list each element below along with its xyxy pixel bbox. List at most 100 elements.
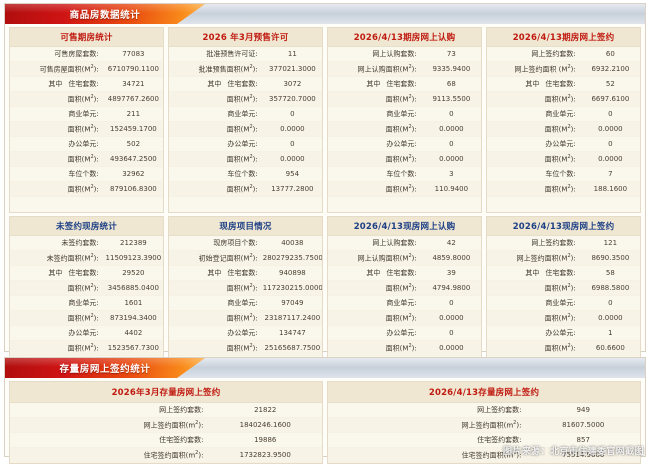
stat-label: 批准预售面积(M2): xyxy=(198,63,258,74)
stat-value: 0 xyxy=(608,140,613,148)
stat-label: 面积(M2): xyxy=(544,93,576,104)
stock-title-bar: 存量房网上签约统计 xyxy=(5,358,645,378)
stat-value: 857 xyxy=(576,436,590,444)
stat-value: 1 xyxy=(608,329,613,337)
stat-label: 住宅签约套数: xyxy=(477,436,522,444)
stat-label: 面积(M2): xyxy=(67,93,99,104)
stat-label: 其中 住宅套数: xyxy=(366,80,417,88)
stat-row: 其中 住宅套数: 940898 xyxy=(169,266,322,281)
stat-value: 280279235.7500 xyxy=(262,254,322,262)
stat-row: 面积(M2): 873194.3400 xyxy=(10,311,163,326)
stat-label: 面积(M2): xyxy=(385,93,417,104)
panel-spacer xyxy=(10,197,163,212)
stat-row: 面积(M2): 3456885.0400 xyxy=(10,281,163,296)
stat-row: 面积(M2): 60.6600 xyxy=(487,341,640,356)
commodity-panel-row-1: 可售期房统计 可售房屋套数: 77083 可售房屋面积(M2): 6710790.110… xyxy=(5,24,645,213)
stat-label: 面积(M2): xyxy=(544,153,576,164)
stat-value: 6697.6100 xyxy=(591,95,630,103)
panel-rows: 网上签约套数: 949 网上签约面积(m2): 81607.5000 住宅签约套数: 85… xyxy=(328,403,640,463)
stat-label: 面积(M2): xyxy=(544,282,576,293)
stat-label: 网上认购面积(M2): xyxy=(357,252,417,263)
stat-label: 现房项目个数: xyxy=(213,239,258,247)
stat-row: 商业单元: 0 xyxy=(328,107,481,122)
panel-title: 2026年3月存量房网上签约 xyxy=(10,382,322,403)
stat-value: 75514.9600 xyxy=(562,451,605,459)
stat-value: 493647.2500 xyxy=(109,155,157,163)
stat-row: 面积(M2): 493647.2500 xyxy=(10,152,163,167)
stat-row: 网上认购套数: 73 xyxy=(328,47,481,62)
stat-label: 面积(M2): xyxy=(226,282,258,293)
stat-value: 0 xyxy=(449,140,454,148)
stat-value: 188.1600 xyxy=(593,185,628,193)
stat-row: 网上签约面积(m2): 1840246.1600 xyxy=(10,418,322,433)
stat-value: 0.0000 xyxy=(439,344,464,352)
stat-value: 81607.5000 xyxy=(562,421,605,429)
stat-row: 面积(M2): 9113.5500 xyxy=(328,92,481,107)
stat-label: 其中 住宅套数: xyxy=(366,269,417,277)
stat-row: 面积(M2): 879106.8300 xyxy=(10,182,163,197)
stat-label: 住宅签约套数: xyxy=(159,436,204,444)
stat-label: 商业单元: xyxy=(68,299,99,307)
stat-row: 面积(M2): 110.9400 xyxy=(328,182,481,197)
stat-row: 办公单元: 134747 xyxy=(169,326,322,341)
stat-value: 4859.8000 xyxy=(432,254,471,262)
stat-row: 商业单元: 97049 xyxy=(169,296,322,311)
stat-label: 可售房屋套数: xyxy=(54,50,99,58)
stat-row: 现房项目个数: 40038 xyxy=(169,236,322,251)
stat-panel: 2026/4/13期房网上认购 网上认购套数: 73 网上认购面积(M2): 9335.… xyxy=(327,27,482,213)
stat-value: 0.0000 xyxy=(439,314,464,322)
stock-housing-section: 存量房网上签约统计 2026年3月存量房网上签约 网上签约套数: 21822 网上签约… xyxy=(4,357,646,464)
stat-row: 商业单元: 0 xyxy=(328,296,481,311)
stat-label: 面积(M2): xyxy=(67,153,99,164)
stat-panel: 2026 年3月预售许可 批准预售许可证: 11 批准预售面积(M2): 377021.… xyxy=(168,27,323,213)
stat-row: 网上签约面积 (M2): 6932.2100 xyxy=(487,62,640,77)
stat-label: 网上签约套数: xyxy=(531,239,576,247)
stat-value: 32962 xyxy=(122,170,145,178)
stat-value: 58 xyxy=(605,269,615,277)
stat-value: 211 xyxy=(126,110,141,118)
stat-row: 办公单元: 0 xyxy=(487,137,640,152)
stat-value: 11509123.3900 xyxy=(105,254,162,262)
panel-rows: 网上签约套数: 60 网上签约面积 (M2): 6932.2100 其中 住宅套数: 52 面… xyxy=(487,47,640,212)
stat-panel: 2026年3月存量房网上签约 网上签约套数: 21822 网上签约面积(m2): 184… xyxy=(9,381,323,464)
stat-row: 其中 住宅套数: 58 xyxy=(487,266,640,281)
stat-row: 商业单元: 211 xyxy=(10,107,163,122)
stat-value: 3456885.0400 xyxy=(107,284,159,292)
stat-row: 网上签约套数: 949 xyxy=(328,403,640,418)
stat-panel: 可售期房统计 可售房屋套数: 77083 可售房屋面积(M2): 6710790.110… xyxy=(9,27,164,213)
stat-value: 1523567.7300 xyxy=(107,344,159,352)
stat-panel: 2026/4/13存量房网上签约 网上签约套数: 949 网上签约面积(m2): 816… xyxy=(327,381,641,464)
panel-title: 2026/4/13期房网上认购 xyxy=(328,28,481,47)
stat-label: 面积(M2): xyxy=(226,312,258,323)
stat-label: 面积(M2): xyxy=(385,312,417,323)
stat-value: 0 xyxy=(449,299,454,307)
stat-value: 9335.9400 xyxy=(432,65,471,73)
stat-value: 0 xyxy=(608,299,613,307)
stat-value: 0.0000 xyxy=(280,125,305,133)
stat-value: 0 xyxy=(449,329,454,337)
stat-value: 117230215.0000 xyxy=(262,284,322,292)
stat-row: 初始登记面积(M2): 280279235.7500 xyxy=(169,251,322,266)
stat-row: 办公单元: 0 xyxy=(328,326,481,341)
stat-value: 0.0000 xyxy=(439,155,464,163)
stat-value: 97049 xyxy=(281,299,304,307)
stat-label: 面积(M2): xyxy=(385,282,417,293)
stat-label: 其中 住宅套数: xyxy=(525,80,576,88)
stat-value: 212389 xyxy=(120,239,147,247)
stat-label: 网上认购面积(M2): xyxy=(357,63,417,74)
stat-label: 网上签约面积(M2): xyxy=(516,252,576,263)
stat-label: 面积(M2): xyxy=(67,282,99,293)
stat-row: 网上认购面积(M2): 4859.8000 xyxy=(328,251,481,266)
panel-rows: 批准预售许可证: 11 批准预售面积(M2): 377021.3000 其中 住宅套数: 3… xyxy=(169,47,322,212)
stat-label: 面积(M2): xyxy=(544,342,576,353)
stock-title-text: 存量房网上签约统计 xyxy=(59,364,151,375)
stat-label: 未签约面积(M2): xyxy=(46,252,99,263)
stat-row: 网上签约套数: 121 xyxy=(487,236,640,251)
stat-value: 6988.5800 xyxy=(591,284,630,292)
stat-panel: 2026/4/13期房网上签约 网上签约套数: 60 网上签约面积 (M2): 6932… xyxy=(486,27,641,213)
stat-value: 0 xyxy=(608,110,613,118)
stat-label: 面积(M2): xyxy=(544,312,576,323)
stat-row: 办公单元: 1 xyxy=(487,326,640,341)
stat-row: 面积(M2): 0.0000 xyxy=(169,152,322,167)
stat-value: 0.0000 xyxy=(598,125,623,133)
